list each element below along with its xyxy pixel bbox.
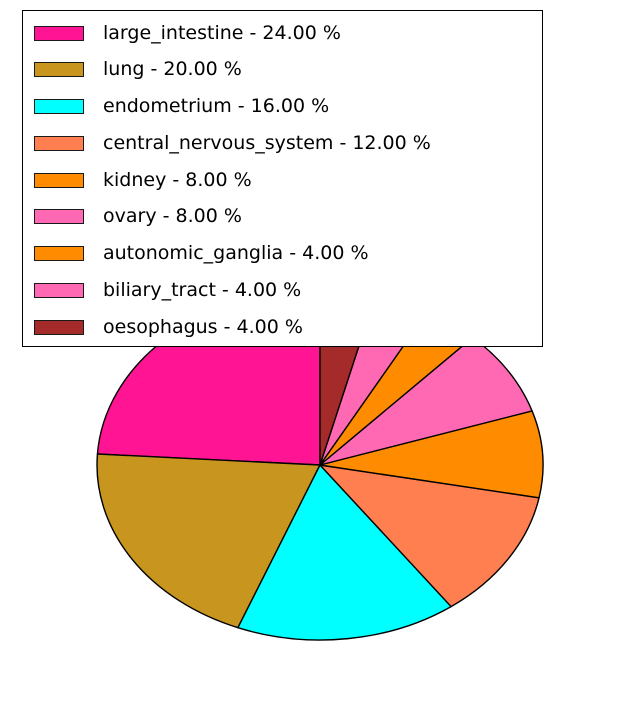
legend-swatch-large_intestine [34, 25, 84, 41]
legend-item-large_intestine: large_intestine - 24.00 % [34, 21, 534, 45]
legend-swatch-oesophagus [34, 319, 84, 335]
legend-label-biliary_tract: biliary_tract - 4.00 % [103, 278, 302, 301]
legend-label-lung: lung - 20.00 % [103, 58, 242, 81]
legend-item-ovary: ovary - 8.00 % [34, 205, 534, 229]
legend-label-central_nervous_system: central_nervous_system - 12.00 % [103, 131, 431, 154]
legend-label-autonomic_ganglia: autonomic_ganglia - 4.00 % [103, 242, 369, 264]
pie-slice-endometrium [237, 464, 452, 641]
legend-label-kidney: kidney - 8.00 % [103, 168, 252, 191]
legend-item-lung: lung - 20.00 % [34, 58, 534, 82]
legend: large_intestine - 24.00 % lung - 20.00 % e… [22, 10, 543, 347]
legend-label-endometrium: endometrium - 16.00 % [103, 95, 330, 117]
legend-item-kidney: kidney - 8.00 % [34, 168, 534, 192]
legend-label-large_intestine: large_intestine - 24.00 % [103, 21, 341, 44]
pie-slice-kidney [319, 410, 544, 499]
pie-slice-central_nervous_system [319, 464, 540, 608]
legend-item-endometrium: endometrium - 16.00 % [34, 95, 534, 119]
legend-swatch-autonomic_ganglia [34, 246, 84, 261]
pie-slice-lung [96, 453, 321, 629]
legend-swatch-lung [34, 62, 84, 78]
legend-swatch-kidney [34, 172, 84, 188]
legend-item-autonomic_ganglia: autonomic_ganglia - 4.00 % [34, 242, 534, 266]
legend-swatch-endometrium [34, 99, 84, 114]
legend-label-oesophagus: oesophagus - 4.00 % [103, 315, 303, 338]
legend-item-oesophagus: oesophagus - 4.00 % [34, 315, 534, 339]
legend-swatch-ovary [34, 209, 84, 225]
legend-label-ovary: ovary - 8.00 % [103, 205, 242, 228]
legend-item-central_nervous_system: central_nervous_system - 12.00 % [34, 131, 534, 155]
legend-item-biliary_tract: biliary_tract - 4.00 % [34, 278, 534, 302]
legend-swatch-central_nervous_system [34, 135, 84, 151]
legend-swatch-biliary_tract [34, 282, 84, 298]
